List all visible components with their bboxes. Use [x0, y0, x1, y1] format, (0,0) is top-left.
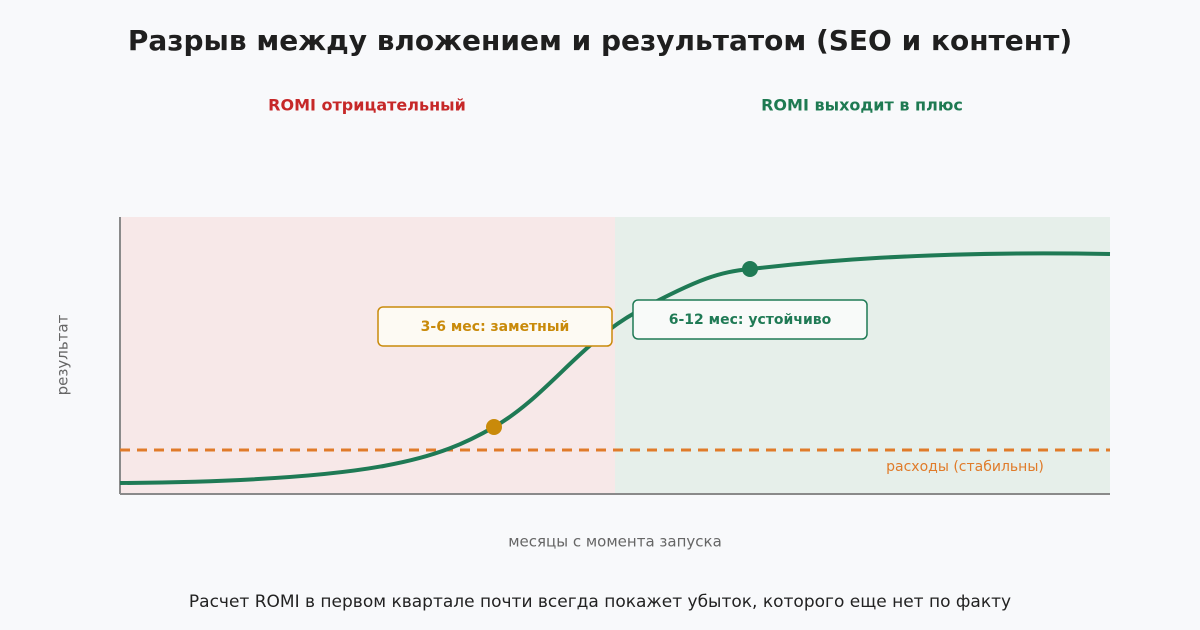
late-point [742, 261, 758, 277]
y-axis-label: результат [54, 314, 72, 395]
x-axis-label: месяцы с момента запуска [508, 533, 722, 551]
late-label: 6-12 мес: устойчиво [669, 312, 832, 328]
negative-zone [120, 217, 615, 494]
title: Разрыв между вложением и результатом (SE… [128, 24, 1072, 57]
late-box [632, 299, 868, 340]
early-box [377, 306, 613, 347]
positive-zone [615, 217, 1110, 494]
footer-note: Расчет ROMI в первом квартале почти всег… [189, 592, 1011, 612]
early-label: 3-6 мес: заметный [421, 319, 570, 335]
zone-label-positive: ROMI выходит в плюс [761, 96, 963, 115]
zone-label-negative: ROMI отрицательный [268, 96, 466, 115]
early-point [486, 419, 502, 435]
cost-label: расходы (стабильны) [886, 459, 1044, 475]
